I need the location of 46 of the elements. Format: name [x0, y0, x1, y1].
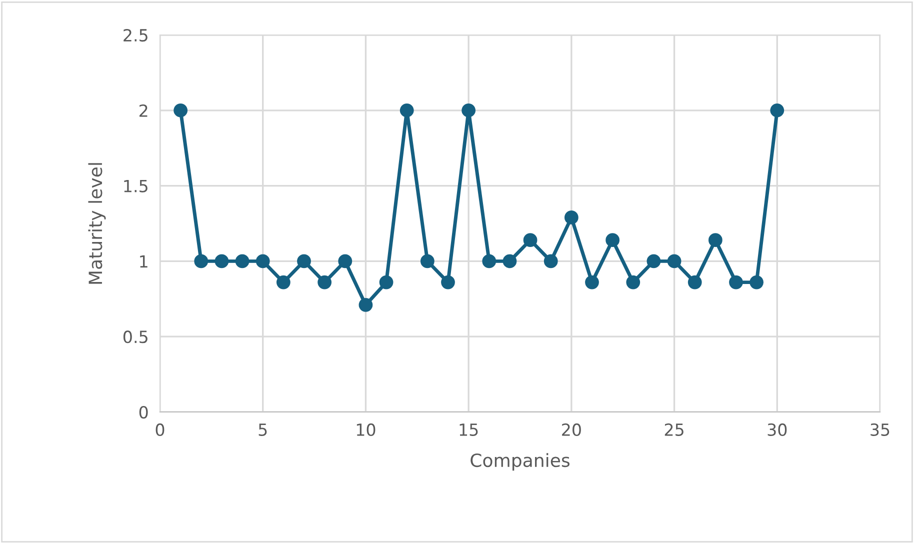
x-tick-label: 35 [870, 423, 890, 436]
point [523, 233, 538, 248]
y-tick-label: 1 [140, 255, 148, 268]
point [564, 210, 578, 224]
y-tick-label: 1.5 [124, 180, 148, 192]
point [482, 254, 496, 268]
point [420, 254, 434, 268]
point [667, 254, 682, 268]
y-axis-title: Maturity level [88, 163, 106, 284]
x-tick-label: 10 [356, 423, 376, 436]
point [338, 254, 352, 268]
point [400, 103, 414, 118]
point [462, 103, 476, 118]
point [606, 233, 620, 248]
y-tick-label: 0 [139, 406, 148, 419]
x-tick-label: 25 [664, 423, 684, 436]
point [544, 254, 558, 268]
point [585, 275, 599, 290]
point [646, 254, 661, 268]
point [174, 103, 188, 118]
x-tick-label: 15 [460, 424, 478, 436]
point [750, 275, 764, 290]
point [708, 233, 722, 248]
point [214, 254, 229, 268]
point [688, 275, 702, 290]
y-tick-label: 2.5 [124, 28, 148, 42]
y-tick-label: 2 [140, 104, 148, 117]
point [729, 275, 743, 290]
point [194, 254, 208, 268]
x-tick-label: 5 [258, 424, 267, 436]
point [502, 254, 517, 268]
x-axis-title: Companies [470, 453, 570, 471]
point [770, 103, 784, 118]
point [626, 275, 640, 290]
y-tick-label: 0.5 [123, 330, 148, 344]
x-tick-label: 0 [156, 423, 164, 436]
point [256, 254, 270, 268]
point [276, 275, 290, 290]
point [235, 254, 250, 268]
x-tick-label: 30 [768, 423, 787, 436]
point [318, 275, 332, 290]
point [441, 275, 455, 290]
point [358, 298, 373, 312]
point [379, 275, 394, 290]
x-tick-label: 20 [562, 423, 581, 436]
point [297, 254, 311, 268]
